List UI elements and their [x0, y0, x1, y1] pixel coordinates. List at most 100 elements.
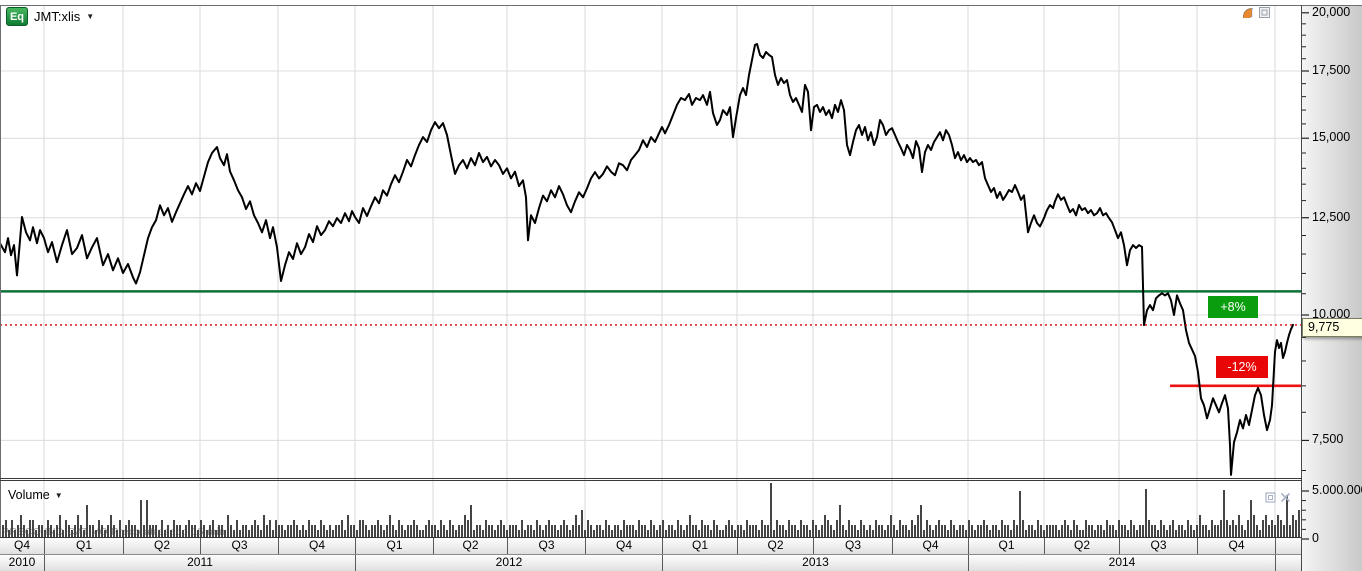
volume-bar	[797, 530, 799, 537]
volume-bar	[290, 525, 292, 537]
volume-bar	[374, 525, 376, 537]
volume-bar	[431, 525, 433, 537]
volume-bar	[1136, 530, 1138, 537]
volume-bar	[863, 525, 865, 537]
volume-bar	[485, 520, 487, 537]
volume-bar	[293, 520, 295, 537]
volume-bar	[893, 525, 895, 537]
volume-bar	[542, 530, 544, 537]
volume-bar	[1049, 525, 1051, 537]
volume-bar	[1100, 525, 1102, 537]
volume-bar	[1289, 525, 1291, 537]
volume-bar	[1082, 530, 1084, 537]
volume-bar	[1175, 530, 1177, 537]
volume-bar	[581, 510, 583, 537]
volume-bar	[1097, 525, 1099, 537]
volume-bar	[1187, 520, 1189, 537]
volume-bar	[857, 530, 859, 537]
volume-bar	[665, 530, 667, 537]
volume-bar	[305, 530, 307, 537]
volume-bar	[473, 530, 475, 537]
volume-bar	[296, 525, 298, 537]
volume-bar	[563, 520, 565, 537]
plot-right-border	[1301, 5, 1302, 571]
volume-bar	[1220, 520, 1222, 537]
volume-bar	[569, 530, 571, 537]
volume-bar	[275, 520, 277, 537]
volume-bar	[470, 505, 472, 537]
delayed-data-clock-icon[interactable]	[1242, 7, 1253, 18]
volume-label: Volume	[8, 488, 50, 502]
volume-bar	[761, 520, 763, 537]
volume-bar	[314, 525, 316, 537]
volume-bar	[812, 520, 814, 537]
volume-bar	[272, 530, 274, 537]
volume-bar	[620, 530, 622, 537]
chart-top-border	[0, 5, 1362, 6]
volume-bar	[1163, 525, 1165, 537]
time-axis[interactable]: Q4 Q1 Q2 Q3 Q4 Q1 Q2 Q3 Q4 Q1 Q2 Q3 Q4 Q1 Q2 Q3 Q4 2010 2…	[0, 538, 1301, 571]
volume-bar	[458, 525, 460, 537]
volume-bar	[419, 530, 421, 537]
volume-bar	[593, 530, 595, 537]
volume-bar	[1007, 525, 1009, 537]
volume-bar	[395, 530, 397, 537]
volume-bar	[662, 520, 664, 537]
volume-bar	[1037, 520, 1039, 537]
volume-bar	[575, 515, 577, 537]
volume-bar	[1292, 515, 1294, 537]
volume-bar	[722, 530, 724, 537]
volume-bar	[413, 520, 415, 537]
target-price-badge[interactable]: +8%	[1208, 296, 1258, 318]
symbol-label: JMT:xlis	[34, 9, 81, 24]
volume-bar	[767, 525, 769, 537]
volume-bar	[809, 530, 811, 537]
pane-splitter[interactable]	[0, 478, 1302, 479]
volume-bar	[572, 525, 574, 537]
price-tick-label: 7,500	[1312, 432, 1344, 447]
quarter-cell: Q3	[813, 538, 892, 554]
volume-bar	[323, 525, 325, 537]
price-axis[interactable]: 20,000 17,500 15,000 12,500 10,000 7,500 5.000…	[1302, 5, 1362, 571]
volume-bar	[989, 530, 991, 537]
volume-bar	[638, 520, 640, 537]
volume-bar	[980, 525, 982, 537]
detach-window-icon[interactable]	[1259, 7, 1270, 18]
volume-bar	[806, 525, 808, 537]
volume-bar	[536, 520, 538, 537]
volume-bar	[947, 530, 949, 537]
volume-bar	[734, 530, 736, 537]
restore-pane-icon[interactable]	[1265, 492, 1276, 503]
volume-bar	[1025, 530, 1027, 537]
volume-bar	[392, 525, 394, 537]
stop-price-badge[interactable]: -12%	[1216, 356, 1268, 378]
volume-bar	[908, 530, 910, 537]
volume-bar	[266, 525, 268, 537]
volume-indicator-selector[interactable]: Volume ▼	[8, 488, 63, 502]
volume-bar	[860, 520, 862, 537]
volume-bar	[1127, 530, 1129, 537]
chart-toolbar	[1242, 7, 1270, 18]
chevron-down-icon: ▼	[86, 12, 95, 21]
volume-bar	[1277, 515, 1279, 537]
volume-bar	[1040, 525, 1042, 537]
close-pane-icon[interactable]	[1280, 492, 1291, 503]
symbol-selector[interactable]: Eq JMT:xlis ▼	[6, 7, 94, 26]
volume-bar	[401, 525, 403, 537]
volume-bar	[464, 515, 466, 537]
volume-bar	[866, 530, 868, 537]
volume-bar	[500, 520, 502, 537]
volume-bar	[404, 530, 406, 537]
pane-splitter-line	[0, 480, 1302, 481]
volume-bar	[1208, 530, 1210, 537]
volume-bar	[650, 520, 652, 537]
volume-bar	[1055, 525, 1057, 537]
volume-bar	[1076, 525, 1078, 537]
volume-bar	[704, 525, 706, 537]
volume-bar	[503, 525, 505, 537]
volume-bar	[1022, 520, 1024, 537]
last-price-label: 9,775	[1302, 318, 1362, 337]
volume-bar	[710, 530, 712, 537]
volume-bar	[578, 525, 580, 537]
